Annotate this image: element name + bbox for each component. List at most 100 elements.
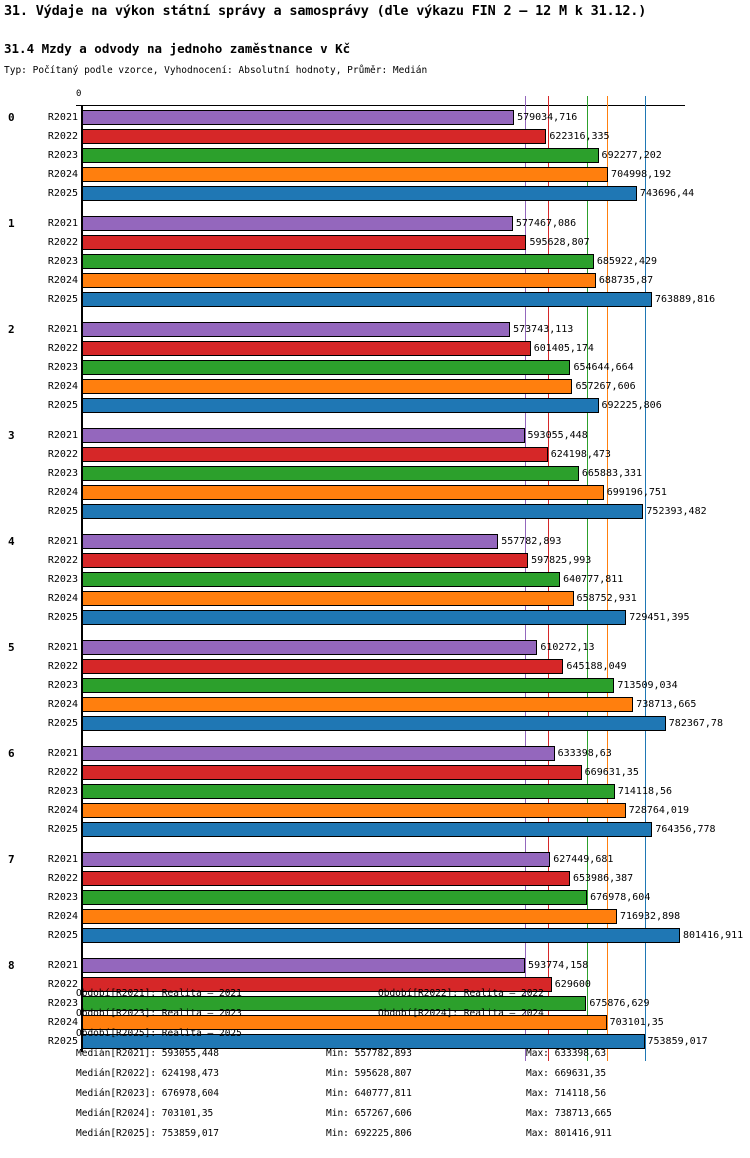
bar-value-label: 716932,898 — [619, 911, 681, 922]
bar-row-label-r2023: R2023 — [47, 786, 78, 797]
bar-r2021[interactable] — [82, 110, 515, 125]
bar-value-label: 738713,665 — [636, 699, 697, 710]
bar-r2021[interactable] — [82, 746, 555, 761]
bar-r2024[interactable] — [82, 697, 634, 712]
bar-value-label: 657267,606 — [575, 381, 636, 392]
bar-r2025[interactable] — [82, 504, 644, 519]
bar-value-label: 728764,019 — [628, 805, 689, 816]
bar-row-label-r2021: R2021 — [47, 324, 78, 335]
bar-value-label: 782367,78 — [668, 718, 723, 729]
bar-row-label-r2022: R2022 — [47, 661, 78, 672]
bar-r2022[interactable] — [82, 659, 564, 674]
bar-row-label-r2023: R2023 — [47, 892, 78, 903]
bar-row-label-r2024: R2024 — [47, 169, 78, 180]
bar-r2022[interactable] — [82, 235, 527, 250]
bar-r2025[interactable] — [82, 1034, 645, 1049]
bar-r2023[interactable] — [82, 784, 615, 799]
bar-r2025[interactable] — [82, 716, 666, 731]
bar-r2024[interactable] — [82, 273, 596, 288]
bar-r2021[interactable] — [82, 640, 538, 655]
bar-r2024[interactable] — [82, 485, 604, 500]
bar-value-label: 610272,13 — [540, 642, 595, 653]
bar-r2023[interactable] — [82, 996, 587, 1011]
legend-entry: Období[R2021]: Realita – 2021 — [76, 988, 242, 999]
bar-r2025[interactable] — [82, 822, 653, 837]
bar-r2022[interactable] — [82, 977, 552, 992]
group-index-label: 5 — [8, 641, 15, 654]
legend-entry: Období[R2023]: Realita – 2023 — [76, 1008, 242, 1019]
bar-row-label-r2024: R2024 — [47, 381, 78, 392]
bar-value-label: 640777,811 — [563, 574, 624, 585]
chart-footer: Období[R2021]: Realita – 2021 Období[R202… — [0, 988, 750, 1148]
bar-r2023[interactable] — [82, 678, 615, 693]
bar-r2025[interactable] — [82, 292, 652, 307]
bar-value-label: 688735,87 — [598, 275, 654, 286]
bar-r2024[interactable] — [82, 591, 574, 606]
bar-row-label-r2024: R2024 — [47, 805, 78, 816]
bar-r2021[interactable] — [82, 852, 551, 867]
bar-r2023[interactable] — [82, 254, 594, 269]
bar-value-label: 703101,35 — [609, 1017, 664, 1028]
bar-value-label: 714118,56 — [617, 786, 673, 797]
bar-r2023[interactable] — [82, 890, 588, 905]
bar-r2024[interactable] — [82, 803, 626, 818]
bar-r2023[interactable] — [82, 466, 579, 481]
bar-value-label: 743696,44 — [639, 188, 695, 199]
bar-row-label-r2022: R2022 — [47, 979, 78, 990]
bar-r2022[interactable] — [82, 341, 531, 356]
bar-row-label-r2023: R2023 — [47, 574, 78, 585]
bar-r2021[interactable] — [82, 216, 513, 231]
bar-r2024[interactable] — [82, 1015, 607, 1030]
bar-row-label-r2021: R2021 — [47, 854, 78, 865]
bar-r2024[interactable] — [82, 379, 573, 394]
bar-value-label: 573743,113 — [513, 324, 574, 335]
bar-value-label: 658752,931 — [576, 593, 637, 604]
x-axis-origin-tick — [76, 105, 82, 106]
bar-r2022[interactable] — [82, 129, 547, 144]
bar-r2021[interactable] — [82, 322, 511, 337]
bar-value-label: 601405,174 — [533, 343, 594, 354]
bar-value-label: 622316,335 — [549, 131, 610, 142]
bar-row-label-r2022: R2022 — [47, 449, 78, 460]
chart-title: 31.4 Mzdy a odvody na jednoho zaměstnanc… — [4, 41, 351, 56]
legend-entry: Období[R2025]: Realita – 2025 — [76, 1028, 242, 1039]
bar-r2025[interactable] — [82, 186, 637, 201]
bar-row-label-r2022: R2022 — [47, 131, 78, 142]
bar-r2025[interactable] — [82, 610, 627, 625]
bar-r2022[interactable] — [82, 871, 570, 886]
bar-r2022[interactable] — [82, 447, 548, 462]
group-index-label: 7 — [8, 853, 15, 866]
bar-row-label-r2025: R2025 — [47, 824, 78, 835]
bar-value-label: 752393,482 — [646, 506, 707, 517]
bar-r2024[interactable] — [82, 909, 617, 924]
bar-row-label-r2025: R2025 — [47, 718, 78, 729]
group-index-label: 8 — [8, 959, 15, 972]
bar-row-label-r2024: R2024 — [47, 911, 78, 922]
bar-value-label: 685922,429 — [596, 256, 658, 267]
max-stat: Max: 633398,63 — [526, 1048, 607, 1059]
bar-row-label-r2025: R2025 — [47, 188, 78, 199]
bar-r2024[interactable] — [82, 167, 609, 182]
bar-r2022[interactable] — [82, 553, 529, 568]
bar-r2023[interactable] — [82, 572, 561, 587]
bar-value-label: 692277,202 — [601, 150, 662, 161]
bar-r2023[interactable] — [82, 148, 599, 163]
bar-row-label-r2025: R2025 — [47, 294, 78, 305]
x-axis-origin-tick-label: 0 — [76, 89, 82, 99]
bar-r2025[interactable] — [82, 928, 680, 943]
bar-row-label-r2022: R2022 — [47, 343, 78, 354]
bar-row-label-r2022: R2022 — [47, 237, 78, 248]
legend-entry: Období[R2022]: Realita – 2022 — [378, 988, 544, 999]
bar-r2022[interactable] — [82, 765, 582, 780]
bar-r2025[interactable] — [82, 398, 599, 413]
median-reference-line-r2023 — [587, 96, 589, 1061]
group-index-label: 4 — [8, 535, 15, 548]
bar-r2021[interactable] — [82, 428, 525, 443]
bar-r2023[interactable] — [82, 360, 571, 375]
bar-row-label-r2021: R2021 — [47, 430, 78, 441]
bar-value-label: 627449,681 — [553, 854, 614, 865]
bar-r2021[interactable] — [82, 534, 499, 549]
bar-value-label: 557782,893 — [501, 536, 562, 547]
bar-value-label: 665883,331 — [581, 468, 643, 479]
bar-r2021[interactable] — [82, 958, 526, 973]
